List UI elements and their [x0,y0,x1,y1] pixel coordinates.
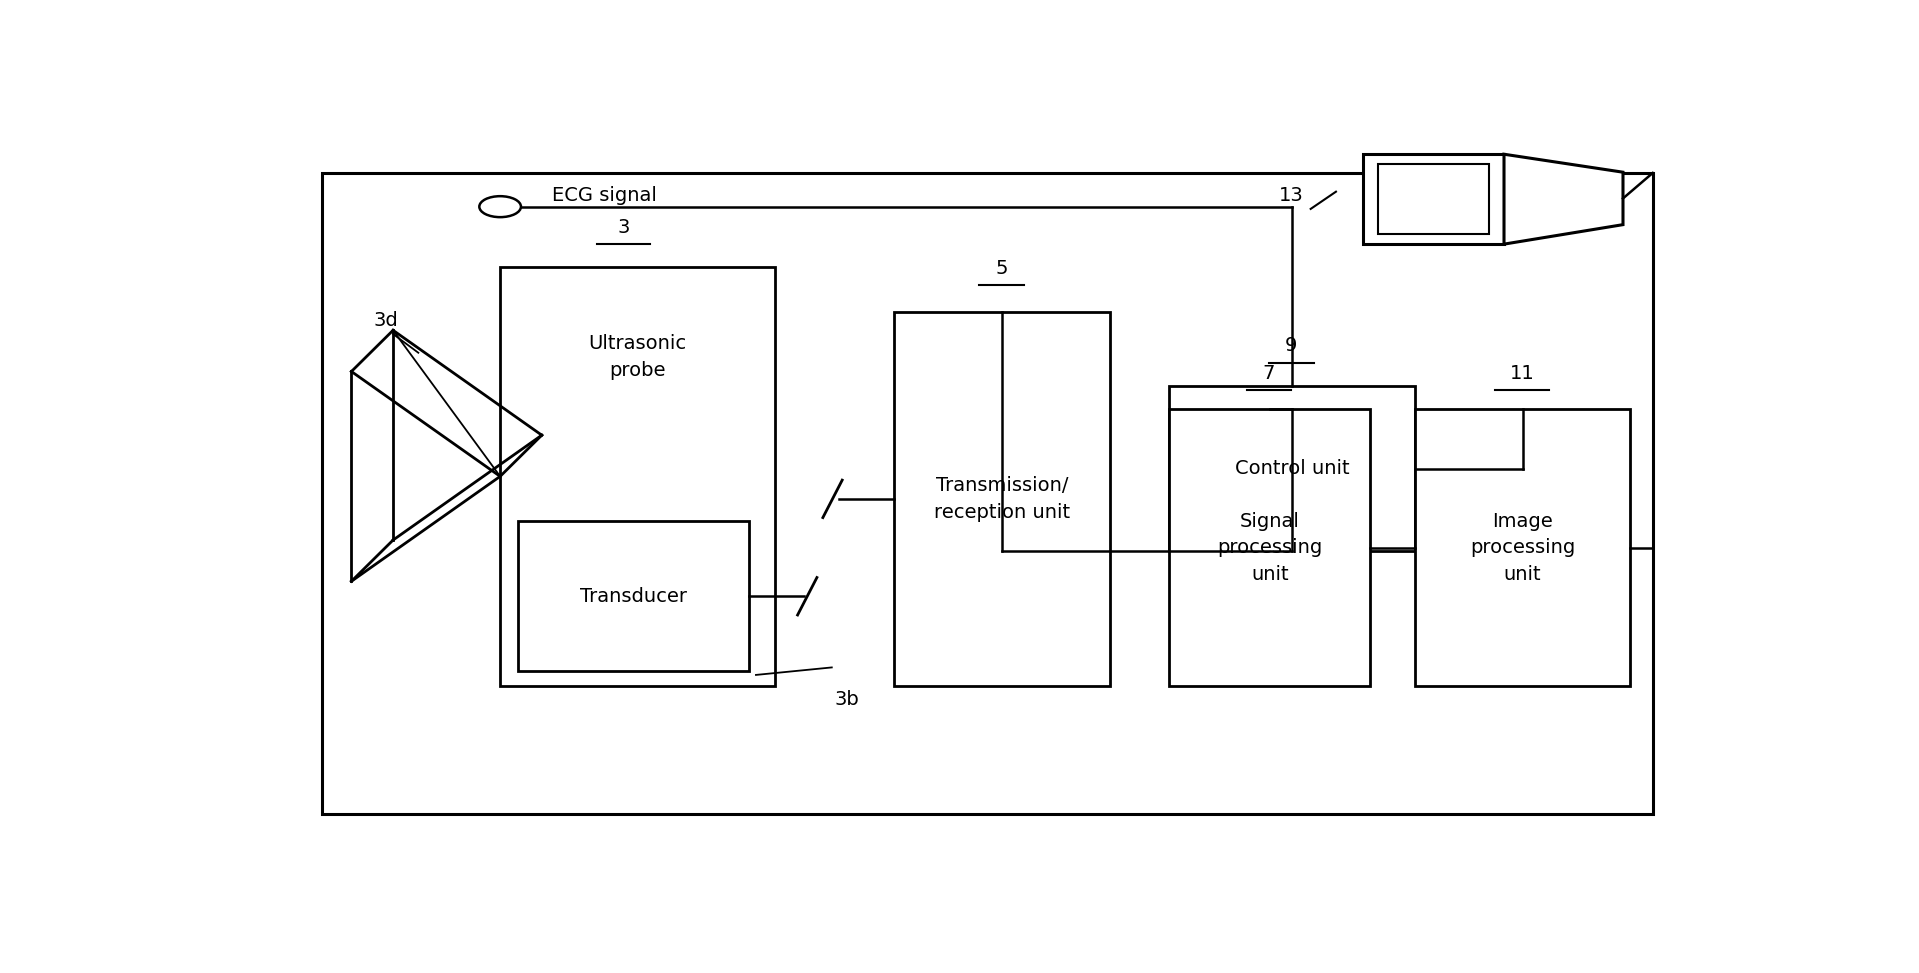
Text: Transducer: Transducer [580,587,687,606]
Text: Signal
processing
unit: Signal processing unit [1217,512,1322,584]
Bar [501,267,775,686]
Bar [894,311,1109,686]
Text: 13: 13 [1278,186,1303,205]
Text: 11: 11 [1510,364,1533,382]
Text: 3b: 3b [835,690,860,709]
Text: 3d: 3d [374,311,397,330]
Bar [1169,409,1370,686]
Bar [1169,386,1414,552]
Bar [1414,409,1631,686]
Text: Ultrasonic
probe: Ultrasonic probe [589,334,687,379]
Bar [1362,154,1504,244]
Text: Image
processing
unit: Image processing unit [1470,512,1575,584]
Text: 5: 5 [996,259,1007,278]
Text: 9: 9 [1286,336,1297,355]
Bar [518,522,748,671]
Text: Transmission/
reception unit: Transmission/ reception unit [935,476,1071,522]
Bar [322,173,1652,813]
Text: ECG signal: ECG signal [553,186,656,205]
Polygon shape [1504,154,1623,244]
Text: 7: 7 [1263,364,1276,382]
Text: Control unit: Control unit [1234,459,1349,479]
Bar [1378,164,1489,234]
Text: 3: 3 [618,218,629,236]
